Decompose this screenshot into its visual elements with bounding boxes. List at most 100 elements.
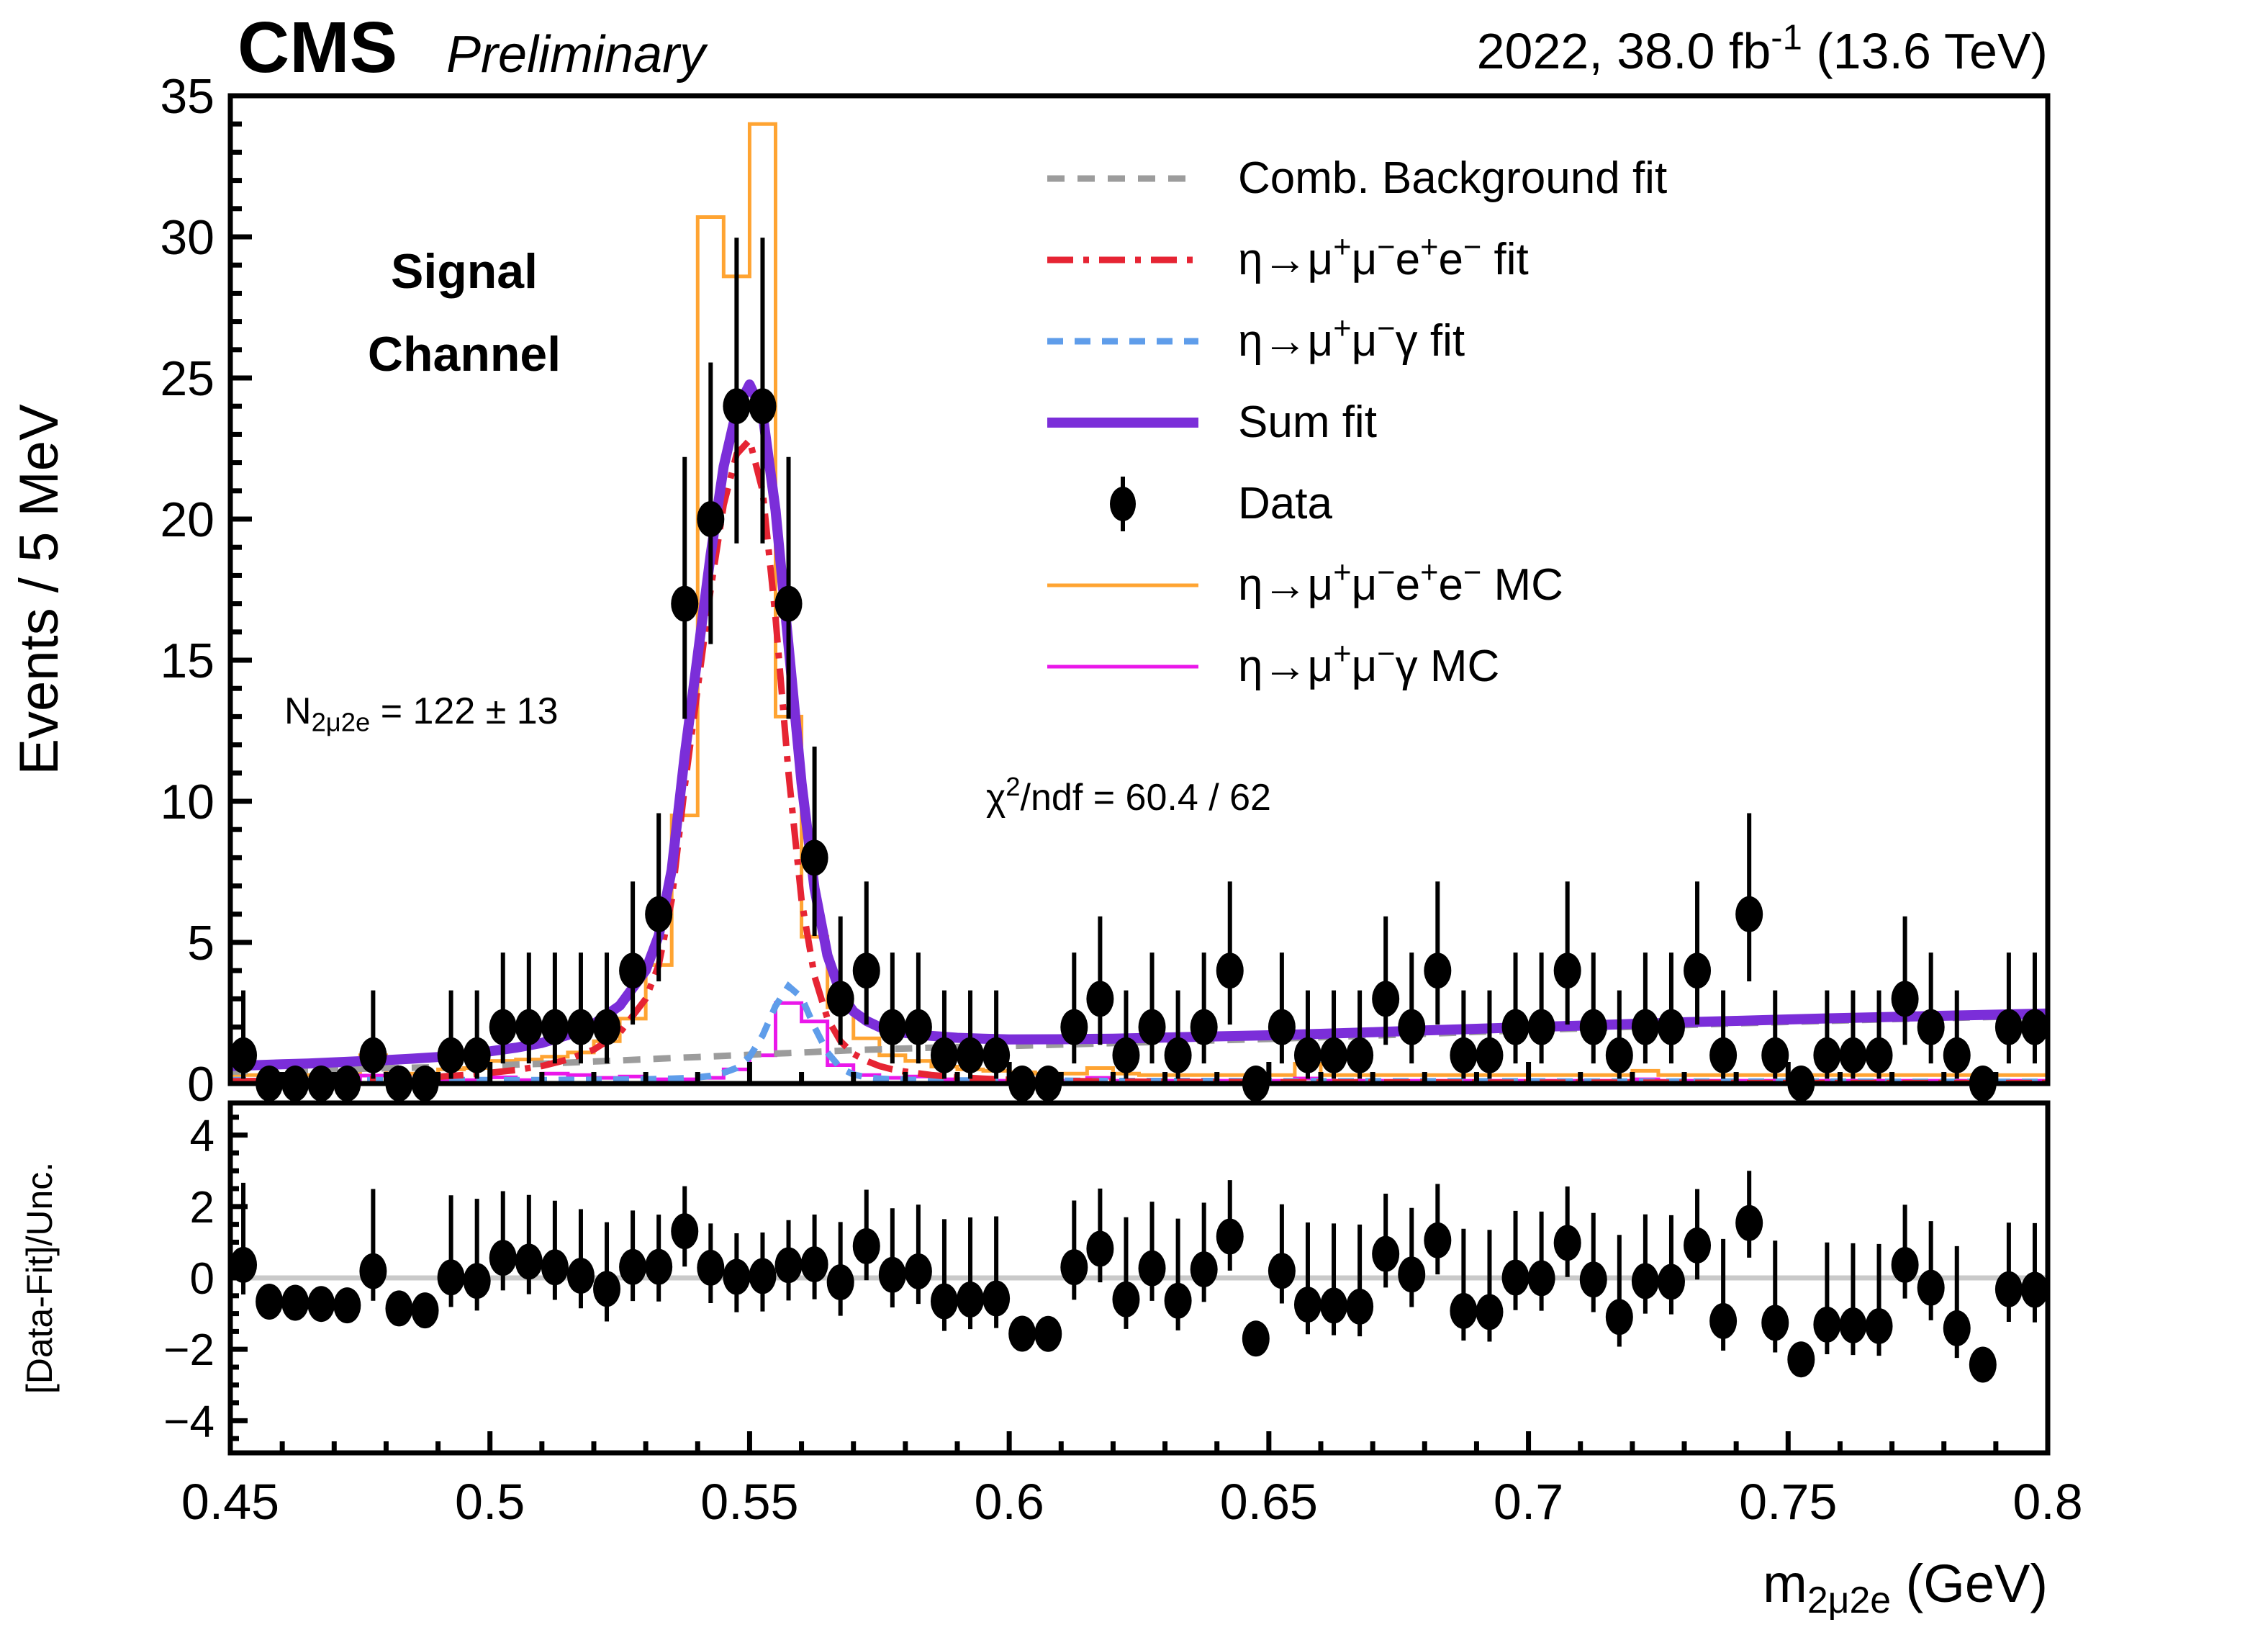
y-main-tick-label: 10	[160, 775, 214, 829]
data-point	[1164, 1037, 1192, 1073]
pull-point	[385, 1290, 413, 1327]
data-point	[1994, 1009, 2023, 1045]
pull-point	[982, 1280, 1011, 1317]
data-point	[593, 1009, 621, 1045]
axes-frames-layer: 0.45 0.5 0.55 0.6 0.65 0.7 0.75 0.8051015202530…	[160, 69, 2082, 1530]
pull-point	[1242, 1320, 1270, 1357]
pull-point	[1164, 1282, 1192, 1319]
y-pull-tick-label: 0	[190, 1254, 214, 1304]
pull-point	[1735, 1204, 1763, 1241]
y-main-tick-label: 25	[160, 351, 214, 406]
pull-point	[1424, 1222, 1452, 1258]
data-point	[1060, 1009, 1088, 1045]
pull-point	[800, 1246, 828, 1283]
data-point	[566, 1009, 595, 1045]
pull-point	[1579, 1261, 1607, 1298]
pull-point	[749, 1258, 777, 1294]
chi2-annotation: χ2/ndf = 60.4 / 62	[986, 772, 1271, 819]
legend-label-data: Data	[1238, 479, 1332, 528]
legend-sample-marker	[1110, 487, 1136, 521]
pull-point	[1839, 1307, 1867, 1343]
y-pull-tick-label: −4	[163, 1397, 214, 1446]
data-point	[723, 388, 751, 425]
tick-labels: 0.45 0.5 0.55 0.6 0.65 0.7 0.75 0.8051015202530…	[160, 69, 2082, 1530]
data-point	[957, 1037, 985, 1073]
data-point	[1735, 896, 1763, 932]
pull-point	[904, 1253, 932, 1289]
data-point	[749, 388, 777, 425]
pull-point	[723, 1258, 751, 1295]
y-pull-tick-label: −2	[163, 1325, 214, 1375]
data-point	[1293, 1037, 1322, 1073]
pull-point	[1865, 1307, 1893, 1344]
pull-point	[1398, 1256, 1426, 1293]
data-point	[1216, 952, 1244, 989]
pull-point	[333, 1287, 361, 1324]
data-point	[1190, 1009, 1218, 1045]
pull-point	[566, 1258, 595, 1294]
pull-point	[1891, 1246, 1919, 1283]
data-point	[904, 1009, 932, 1045]
pull-point	[878, 1256, 906, 1293]
data-point	[1501, 1009, 1530, 1045]
data-point	[230, 1037, 258, 1073]
data-point	[982, 1037, 1011, 1073]
pull-point	[1969, 1346, 1997, 1383]
data-point	[1839, 1037, 1867, 1073]
pull-point	[1684, 1227, 1712, 1264]
pull-point	[645, 1248, 673, 1285]
pull-point	[1372, 1235, 1400, 1272]
data-point	[697, 501, 725, 537]
data-point	[1943, 1037, 1971, 1073]
data-point	[645, 896, 673, 932]
pull-point	[852, 1228, 880, 1264]
pull-point	[515, 1243, 543, 1280]
data-point	[1527, 1009, 1555, 1045]
pull-point	[2020, 1271, 2048, 1308]
legend-label-gamma-mc: η→μ+μ−γ MC	[1238, 636, 1499, 691]
pull-point	[1813, 1306, 1841, 1343]
pull-point	[1268, 1253, 1296, 1289]
pull-point	[256, 1283, 284, 1320]
pull-point	[1216, 1218, 1244, 1255]
data-point	[852, 952, 880, 989]
data-point	[930, 1037, 958, 1073]
x-tick-label: 0.7	[1494, 1474, 1563, 1530]
data-point	[2020, 1009, 2048, 1045]
ticks	[227, 93, 2051, 1453]
data-point	[671, 585, 699, 622]
x-axis-title: m2μ2e (GeV)	[1763, 1554, 2048, 1621]
pull-point	[1501, 1259, 1530, 1296]
pull-point	[593, 1271, 621, 1307]
pull-point	[230, 1246, 258, 1283]
pull-point	[1709, 1302, 1738, 1339]
data-point	[619, 952, 647, 989]
data-point	[1398, 1009, 1426, 1045]
data-point	[1320, 1037, 1348, 1073]
pull-point	[619, 1248, 647, 1285]
legend-label-background-fit: Comb. Background fit	[1238, 153, 1667, 203]
pull-point	[1553, 1225, 1581, 1261]
pull-point	[411, 1292, 439, 1329]
pull-point	[1060, 1249, 1088, 1286]
pull-point	[671, 1213, 699, 1250]
data-point	[1761, 1037, 1789, 1073]
data-point	[1450, 1037, 1478, 1073]
data-point	[515, 1009, 543, 1045]
data-point	[541, 1009, 569, 1045]
x-tick-label: 0.45	[181, 1474, 279, 1530]
data-point	[800, 839, 828, 876]
data-point	[437, 1037, 465, 1073]
y-axis-title-pull: [Data-Fit]/Unc.	[19, 1162, 60, 1394]
pull-point	[463, 1263, 491, 1300]
pull-point	[1450, 1292, 1478, 1329]
pull-point	[1086, 1230, 1114, 1267]
legend-label-signal-mc: η→μ+μ−e+e− MC	[1238, 555, 1563, 610]
data-point	[1424, 952, 1452, 989]
x-tick-label: 0.75	[1739, 1474, 1837, 1530]
pull-point	[1994, 1271, 2023, 1307]
pull-point	[359, 1253, 387, 1289]
main-panel-frame	[227, 93, 2051, 1086]
